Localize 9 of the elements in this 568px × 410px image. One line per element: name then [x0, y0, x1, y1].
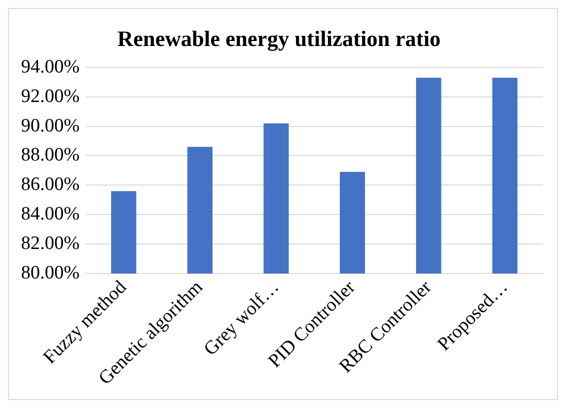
y-tick-label: 88.00% — [21, 144, 80, 166]
y-tick-label: 84.00% — [21, 204, 80, 225]
y-tick-label: 90.00% — [21, 115, 80, 136]
chart-title: Renewable energy utilization ratio — [117, 26, 441, 51]
y-tick-label: 92.00% — [21, 86, 80, 107]
y-tick-label: 80.00% — [21, 262, 80, 284]
y-tick-label: 86.00% — [21, 174, 80, 196]
y-tick-label: 82.00% — [21, 233, 80, 254]
y-tick-label: 94.00% — [21, 56, 80, 78]
